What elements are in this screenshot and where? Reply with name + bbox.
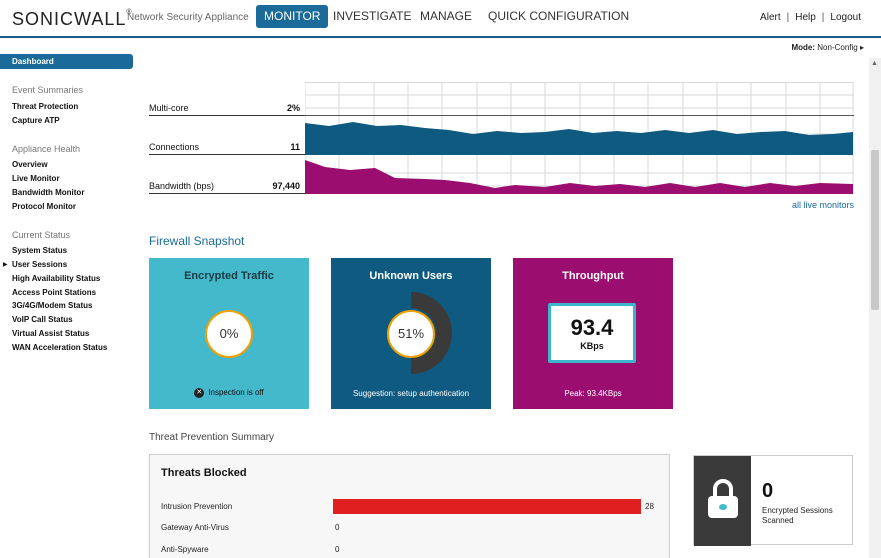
- throughput-value-box: 93.4 KBps: [548, 303, 636, 363]
- monitor-label-connections: Connections: [149, 142, 200, 152]
- sidebar-item-high-availability-status[interactable]: High Availability Status: [12, 274, 101, 283]
- encrypted-traffic-gauge: 0%: [205, 310, 253, 358]
- sidebar-item-threat-protection[interactable]: Threat Protection: [12, 102, 79, 111]
- alert-link[interactable]: Alert: [760, 12, 781, 23]
- divider: [149, 154, 305, 155]
- product-name: Network Security Appliance: [127, 12, 249, 23]
- sidebar-item-modem-status[interactable]: 3G/4G/Modem Status: [12, 301, 93, 310]
- sidebar-item-overview[interactable]: Overview: [12, 160, 48, 169]
- scroll-thumb[interactable]: [871, 150, 879, 310]
- sidebar-item-wan-acceleration-status[interactable]: WAN Acceleration Status: [12, 343, 108, 352]
- encrypted-sessions-value: 0: [762, 480, 774, 502]
- threats-blocked-panel: Threats Blocked Intrusion Prevention 28 …: [149, 454, 670, 558]
- divider: [149, 115, 305, 116]
- threat-bar-intrusion-prevention[interactable]: [333, 499, 641, 514]
- threats-blocked-title: Threats Blocked: [161, 467, 247, 479]
- throughput-unit: KBps: [580, 341, 604, 351]
- monitor-value-bandwidth: 97,440: [272, 181, 300, 191]
- card-title: Encrypted Traffic: [184, 270, 274, 282]
- unknown-users-suggestion: Suggestion: setup authentication: [352, 389, 470, 398]
- inspection-status: ✕ Inspection is off: [149, 388, 309, 398]
- throughput-card[interactable]: Throughput 93.4 KBps Peak: 93.4KBps: [513, 258, 673, 409]
- unknown-users-gauge: 51%: [387, 310, 435, 358]
- sidebar-item-user-sessions[interactable]: User Sessions: [12, 260, 68, 269]
- threat-value-gateway-anti-virus: 0: [335, 523, 340, 532]
- lock-icon-box: [694, 456, 751, 546]
- threat-prevention-summary-title: Threat Prevention Summary: [149, 432, 275, 443]
- tab-quick-configuration[interactable]: QUICK CONFIGURATION: [488, 9, 630, 23]
- threat-value-intrusion-prevention: 28: [645, 502, 654, 511]
- mode-value: Non-Config: [817, 43, 858, 52]
- all-live-monitors-link[interactable]: all live monitors: [791, 200, 854, 210]
- threat-label-gateway-anti-virus: Gateway Anti-Virus: [161, 523, 229, 532]
- close-circle-icon: ✕: [194, 388, 205, 398]
- sidebar-item-access-point-stations[interactable]: Access Point Stations: [12, 288, 97, 297]
- sidebar-item-dashboard[interactable]: Dashboard: [0, 54, 133, 69]
- sonicwall-logo[interactable]: SONICWALL®: [12, 9, 133, 29]
- monitor-value-multicore: 2%: [286, 103, 300, 113]
- sidebar-item-live-monitor[interactable]: Live Monitor: [12, 174, 60, 183]
- vertical-scrollbar[interactable]: ▲: [869, 58, 881, 558]
- monitor-label-bandwidth: Bandwidth (bps): [149, 181, 215, 191]
- live-monitor-graphs[interactable]: [305, 82, 854, 194]
- sidebar-item-system-status[interactable]: System Status: [12, 246, 68, 255]
- logout-link[interactable]: Logout: [830, 12, 861, 23]
- threat-label-anti-spyware: Anti-Spyware: [161, 545, 209, 554]
- connections-area: [305, 122, 853, 155]
- mode-label: Mode:: [791, 43, 816, 52]
- unknown-users-card[interactable]: Unknown Users 51% Suggestion: setup auth…: [331, 258, 491, 409]
- sidebar-item-virtual-assist-status[interactable]: Virtual Assist Status: [12, 329, 90, 338]
- sidebar-item-capture-atp[interactable]: Capture ATP: [12, 116, 60, 125]
- unknown-users-donut: [411, 292, 452, 374]
- threat-value-anti-spyware: 0: [335, 545, 340, 554]
- throughput-peak: Peak: 93.4KBps: [564, 389, 622, 398]
- sidebar-group-current-status: Current Status: [12, 230, 71, 240]
- sidebar-item-bandwidth-monitor[interactable]: Bandwidth Monitor: [12, 188, 85, 197]
- lock-icon: [708, 479, 738, 518]
- tab-investigate[interactable]: INVESTIGATE: [333, 9, 412, 23]
- encrypted-sessions-label: Encrypted Sessions Scanned: [762, 506, 833, 525]
- bandwidth-area: [305, 160, 853, 194]
- sidebar-item-protocol-monitor[interactable]: Protocol Monitor: [12, 202, 76, 211]
- scroll-up-icon[interactable]: ▲: [871, 60, 878, 67]
- card-title: Throughput: [562, 270, 624, 282]
- throughput-value: 93.4: [570, 315, 614, 340]
- threat-label-intrusion-prevention: Intrusion Prevention: [161, 502, 233, 511]
- card-title: Unknown Users: [369, 270, 453, 282]
- firewall-snapshot-title: Firewall Snapshot: [149, 234, 245, 248]
- mode-indicator[interactable]: Mode: Non-Config ▸: [791, 43, 864, 52]
- encrypted-traffic-card[interactable]: Encrypted Traffic 0% ✕ Inspection is off: [149, 258, 309, 409]
- sidebar-group-event-summaries: Event Summaries: [12, 85, 84, 95]
- encrypted-sessions-panel[interactable]: 0 Encrypted Sessions Scanned: [693, 455, 853, 546]
- sidebar-group-appliance-health: Appliance Health: [12, 144, 81, 154]
- divider: [149, 193, 305, 194]
- top-links: Alert | Help | Logout: [760, 12, 861, 23]
- tab-monitor[interactable]: MONITOR: [256, 5, 329, 28]
- expand-arrow-icon: ▶: [3, 262, 8, 268]
- monitor-value-connections: 11: [290, 142, 300, 152]
- monitor-label-multicore: Multi-core: [149, 103, 189, 113]
- caret-right-icon: ▸: [859, 43, 864, 52]
- help-link[interactable]: Help: [795, 12, 816, 23]
- tab-manage[interactable]: MANAGE: [420, 9, 473, 23]
- sidebar-item-voip-call-status[interactable]: VoIP Call Status: [12, 315, 73, 324]
- top-bar: SONICWALL® Network Security Appliance MO…: [0, 0, 881, 38]
